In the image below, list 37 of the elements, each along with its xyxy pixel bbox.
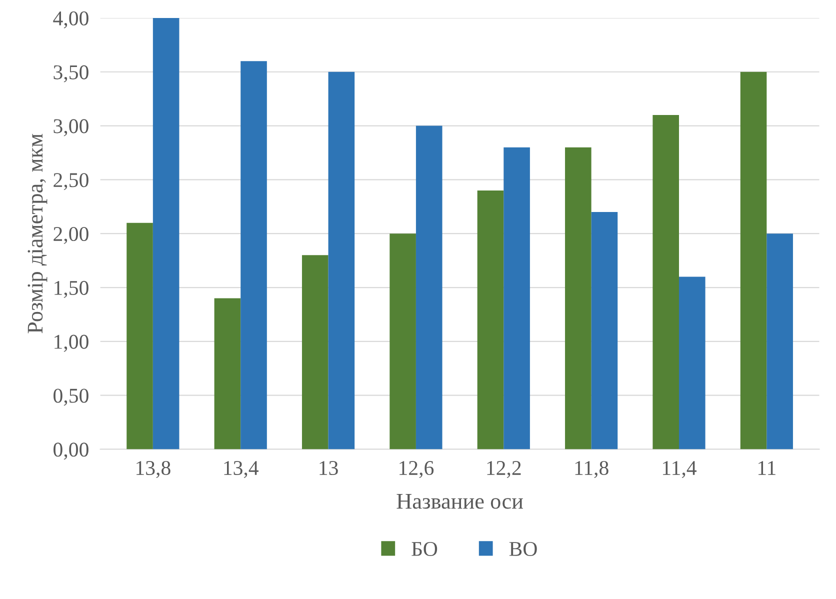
y-tick-label: 1,50 xyxy=(54,280,88,298)
x-tick-label: 11 xyxy=(758,461,776,475)
y-tick-label: 2,00 xyxy=(54,226,88,244)
bar xyxy=(240,61,267,450)
bar xyxy=(390,234,416,450)
x-axis-title: Название оси xyxy=(396,494,523,509)
y-tick-label: 3,00 xyxy=(54,119,88,136)
bar xyxy=(302,255,328,450)
x-tick-label: 13 xyxy=(320,461,338,476)
y-tick-label: 0,50 xyxy=(54,388,88,406)
bar xyxy=(504,147,530,450)
bar xyxy=(740,72,767,450)
bar xyxy=(565,147,592,450)
legend-label: БО xyxy=(412,542,438,556)
legend-label: ВО xyxy=(509,542,537,556)
bar xyxy=(766,234,793,450)
y-tick-label: 3,50 xyxy=(54,65,88,82)
y-tick-label: 2,50 xyxy=(54,173,88,190)
x-tick-label: 12,2 xyxy=(487,461,521,478)
bar xyxy=(652,115,679,450)
bar xyxy=(152,18,180,450)
bar xyxy=(591,212,618,450)
y-tick-label: 0,00 xyxy=(54,442,88,460)
x-tick-label: 13,8 xyxy=(136,460,170,478)
y-tick-label: 1,00 xyxy=(54,334,88,352)
bar xyxy=(477,190,504,450)
bar xyxy=(214,298,241,450)
y-axis-title: Розмір діаметра, мкм xyxy=(28,134,48,334)
bar xyxy=(416,126,442,450)
y-tick-label: 4,00 xyxy=(53,11,88,28)
x-tick-label: 13,4 xyxy=(224,461,259,478)
x-tick-label: 12,6 xyxy=(400,461,434,478)
x-tick-label: 11,8 xyxy=(575,460,608,478)
bar xyxy=(126,222,153,450)
bar xyxy=(328,72,355,450)
x-tick-label: 11,4 xyxy=(662,461,697,478)
bar xyxy=(678,276,706,450)
